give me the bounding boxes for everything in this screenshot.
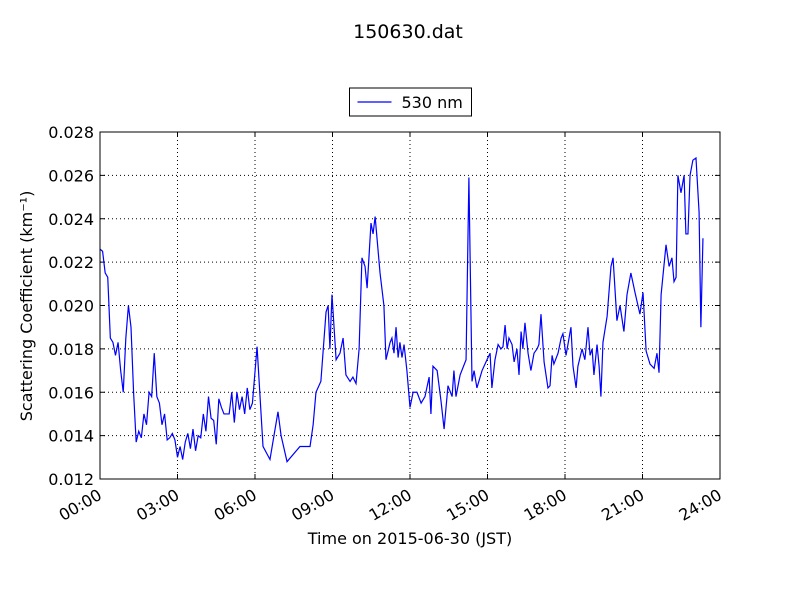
data-line xyxy=(99,156,704,463)
y-tick-label: 0.014 xyxy=(48,427,94,446)
y-tick-label: 0.012 xyxy=(48,470,94,489)
y-tick-label: 0.022 xyxy=(48,253,94,272)
chart-title: 150630.dat xyxy=(353,21,463,43)
y-tick-label: 0.026 xyxy=(48,166,94,185)
y-tick-label: 0.020 xyxy=(48,297,94,316)
y-tick-label: 0.024 xyxy=(48,210,94,229)
legend-label: 530 nm xyxy=(402,93,463,112)
y-tick-label: 0.028 xyxy=(48,123,94,142)
x-axis-label: Time on 2015-06-30 (JST) xyxy=(307,529,512,548)
y-tick-label: 0.018 xyxy=(48,340,94,359)
y-tick-label: 0.016 xyxy=(48,383,94,402)
plot-frame xyxy=(99,131,721,480)
y-axis-label: Scattering Coefficient (km⁻¹) xyxy=(17,191,36,422)
